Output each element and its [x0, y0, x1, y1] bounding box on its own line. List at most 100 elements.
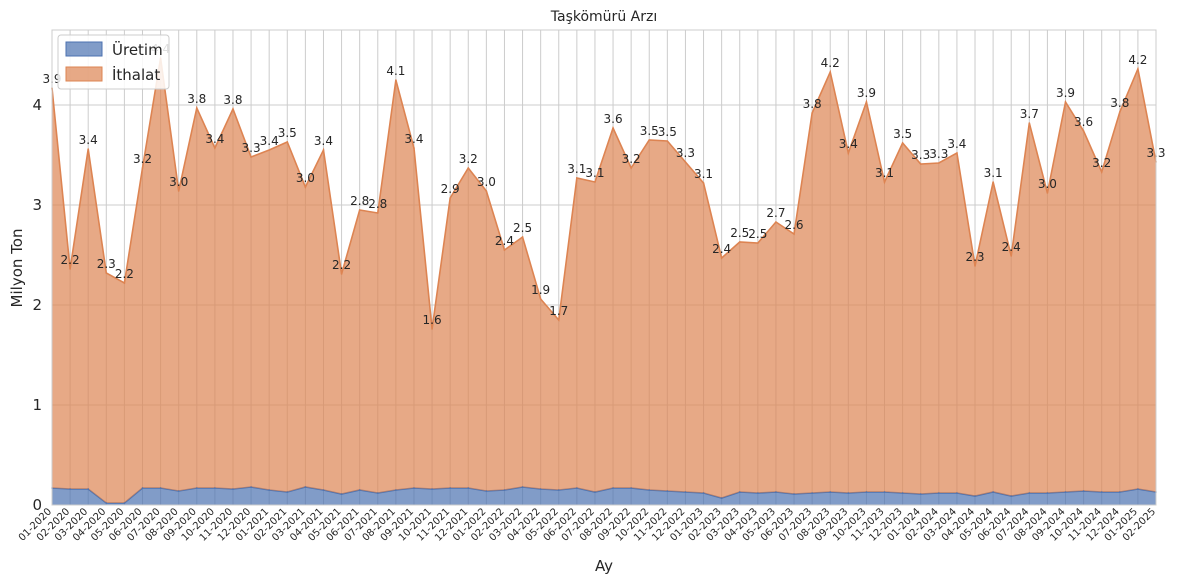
data-label: 3.1	[984, 166, 1003, 180]
data-label: 3.2	[459, 152, 478, 166]
data-labels: 3.92.23.42.32.23.24.43.03.83.43.83.33.43…	[42, 42, 1165, 327]
area-series	[51, 57, 1157, 505]
data-point	[1137, 488, 1139, 490]
data-label: 3.5	[640, 124, 659, 138]
data-point	[503, 249, 506, 251]
data-label: 3.6	[604, 112, 623, 126]
data-point	[87, 148, 89, 150]
data-point	[811, 112, 813, 114]
data-point	[105, 272, 108, 274]
data-point	[1119, 491, 1121, 493]
data-point	[757, 242, 759, 244]
data-point	[612, 127, 614, 129]
data-point	[1028, 492, 1031, 494]
data-point	[992, 181, 994, 183]
data-point	[322, 149, 325, 151]
data-label: 3.3	[242, 141, 261, 155]
data-point	[666, 140, 669, 142]
data-point	[865, 491, 868, 493]
data-label: 3.4	[205, 132, 224, 146]
data-label: 3.0	[1038, 177, 1057, 191]
data-point	[865, 101, 868, 103]
data-label: 3.0	[296, 171, 315, 185]
data-point	[413, 147, 415, 149]
data-point	[413, 487, 415, 489]
y-tick-label: 1	[32, 396, 42, 414]
data-point	[684, 491, 687, 493]
data-point	[449, 487, 451, 489]
data-point	[340, 273, 343, 275]
data-label: 3.8	[223, 93, 242, 107]
data-point	[594, 181, 596, 183]
data-label: 3.9	[1056, 86, 1075, 100]
data-point	[738, 491, 741, 493]
data-point	[322, 489, 325, 491]
data-label: 3.0	[477, 175, 496, 189]
data-point	[720, 497, 723, 499]
data-label: 2.5	[513, 221, 532, 235]
data-point	[919, 163, 922, 165]
data-label: 3.2	[133, 152, 152, 166]
data-point	[720, 257, 723, 259]
data-label: 3.3	[929, 147, 948, 161]
data-point	[684, 161, 687, 163]
legend-label-uretim: Üretim	[112, 40, 163, 59]
data-point	[268, 489, 270, 491]
data-label: 2.4	[712, 242, 731, 256]
data-point	[195, 107, 198, 109]
data-label: 2.5	[748, 227, 767, 241]
data-point	[648, 489, 651, 491]
data-point	[69, 488, 71, 490]
data-point	[195, 487, 198, 489]
data-label: 3.8	[1110, 96, 1129, 110]
data-point	[286, 491, 289, 493]
data-label: 3.8	[803, 97, 822, 111]
data-point	[883, 181, 886, 183]
data-point	[232, 488, 234, 490]
data-point	[938, 492, 940, 494]
data-label: 2.9	[441, 182, 460, 196]
legend-swatch-uretim	[65, 41, 103, 57]
data-label: 1.7	[549, 304, 568, 318]
data-point	[775, 221, 777, 223]
y-tick-label: 0	[32, 496, 42, 514]
data-label: 4.1	[386, 64, 405, 78]
data-label: 3.4	[79, 133, 98, 147]
data-label: 2.6	[784, 218, 803, 232]
data-point	[232, 108, 234, 110]
data-label: 3.2	[622, 152, 641, 166]
data-point	[503, 489, 506, 491]
data-point	[376, 492, 379, 494]
data-point	[1137, 68, 1139, 70]
x-axis-ticks: 01-202002-202003-202004-202005-202006-20…	[17, 506, 1158, 543]
data-point	[956, 152, 958, 154]
data-point	[268, 149, 270, 151]
data-point	[539, 488, 542, 490]
data-label: 3.5	[893, 127, 912, 141]
data-point	[539, 298, 542, 300]
y-axis-label: Milyon Ton	[8, 229, 26, 308]
data-point	[1082, 490, 1085, 492]
data-point	[87, 488, 89, 490]
data-point	[467, 487, 470, 489]
data-point	[576, 487, 578, 489]
data-label: 3.4	[947, 137, 966, 151]
data-point	[123, 502, 126, 504]
data-point	[1046, 492, 1049, 494]
data-label: 2.8	[368, 197, 387, 211]
data-point	[123, 282, 126, 284]
data-point	[431, 328, 433, 330]
data-point	[630, 167, 632, 169]
data-label: 3.0	[169, 175, 188, 189]
data-label: 3.3	[676, 146, 695, 160]
data-point	[250, 486, 252, 488]
data-label: 3.4	[314, 134, 333, 148]
data-point	[938, 162, 940, 164]
legend-swatch-ithalat	[65, 66, 103, 82]
data-point	[358, 489, 361, 491]
plot-frame	[51, 29, 1157, 506]
data-label: 3.2	[1092, 156, 1111, 170]
data-point	[1064, 101, 1067, 103]
